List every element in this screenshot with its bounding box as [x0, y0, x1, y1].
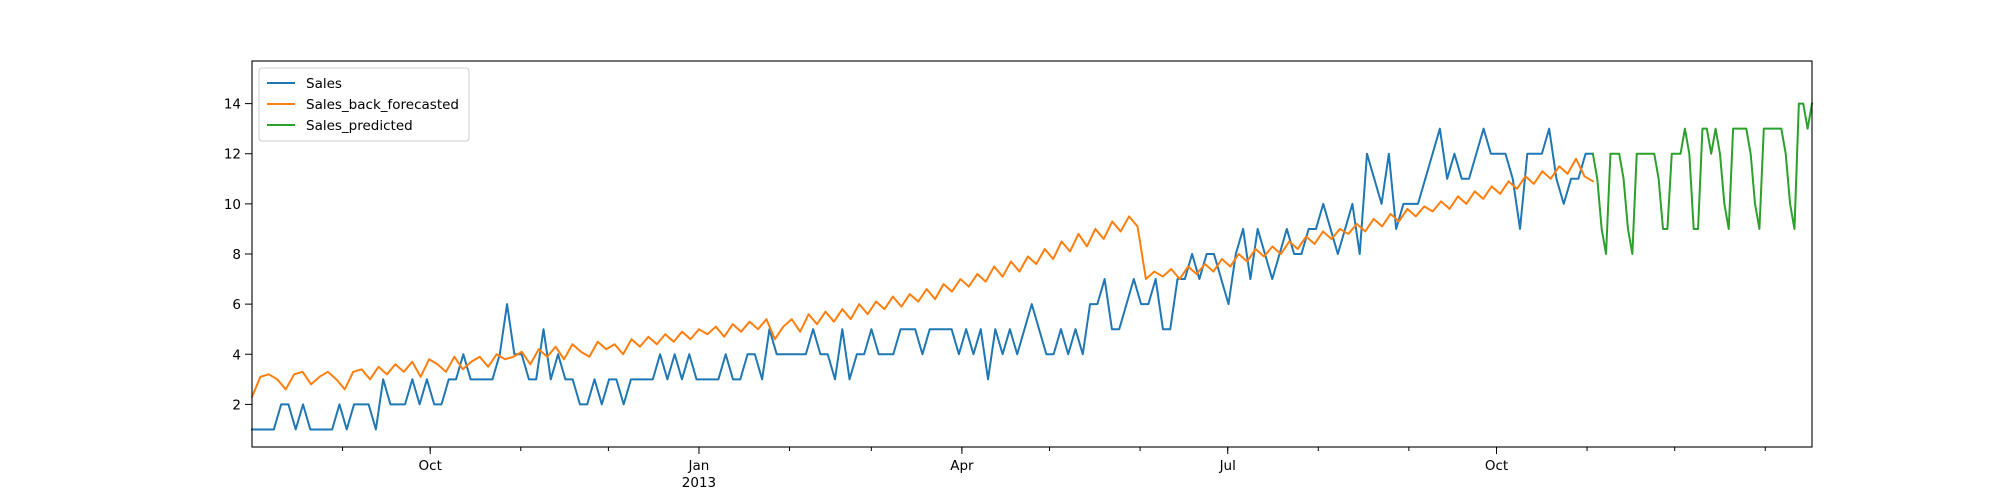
y-tick-label: 10: [224, 197, 241, 213]
y-tick-label: 4: [232, 347, 241, 363]
y-tick-label: 8: [232, 247, 241, 263]
series-line-sales-predicted: [1591, 102, 1814, 255]
series-line-sales: [251, 127, 1594, 431]
series-layer: [250, 102, 1814, 431]
legend-label: Sales_back_forecasted: [306, 97, 459, 113]
y-axis: 2 4 6 8 10 12 14: [224, 97, 252, 413]
x-tick-label: Oct: [1485, 458, 1508, 474]
y-tick-label: 14: [224, 97, 241, 113]
series-line-sales-back-forecasted: [250, 157, 1595, 399]
x-tick-label: Jan: [688, 458, 710, 474]
axes-background: [252, 61, 1812, 447]
x-tick-sublabel: 2013: [682, 475, 716, 491]
legend-label: Sales_predicted: [306, 118, 413, 134]
legend-label: Sales: [306, 76, 342, 92]
legend: Sales Sales_back_forecasted Sales_predicte…: [258, 67, 470, 142]
y-tick-label: 12: [224, 147, 241, 163]
plot-area: [252, 61, 1812, 447]
legend-box: [258, 67, 470, 142]
x-tick-label: Jul: [1219, 458, 1236, 474]
y-tick-label: 2: [232, 397, 241, 413]
x-tick-label: Oct: [419, 458, 442, 474]
y-tick-label: 6: [232, 297, 241, 313]
x-tick-label: Apr: [950, 458, 974, 474]
